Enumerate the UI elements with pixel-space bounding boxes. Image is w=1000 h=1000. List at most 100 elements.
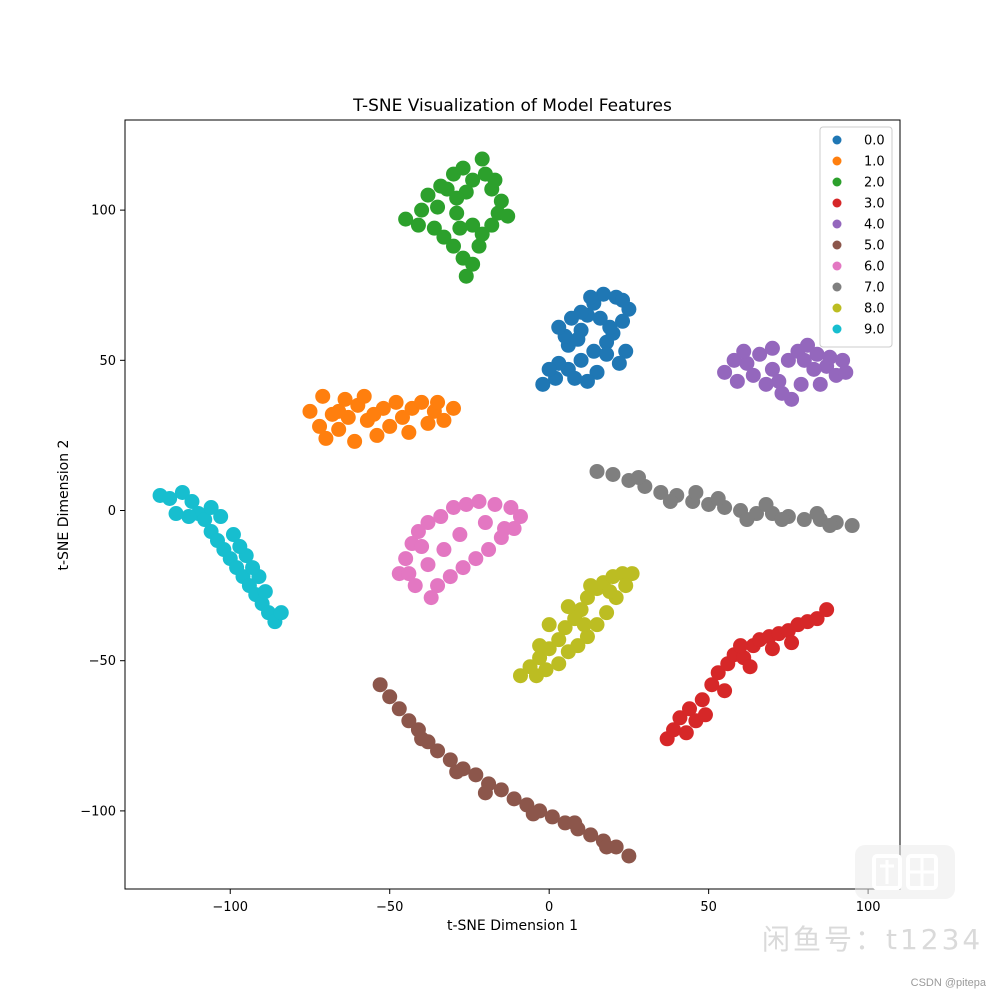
point-9.0-27 bbox=[245, 560, 261, 576]
point-3.0-1 bbox=[666, 722, 682, 738]
y-tick-label: 50 bbox=[99, 354, 116, 369]
point-2.0-30 bbox=[449, 205, 465, 221]
point-0.0-23 bbox=[602, 319, 618, 335]
point-8.0-23 bbox=[528, 668, 544, 684]
point-0.0-9 bbox=[589, 364, 605, 380]
point-1.0-13 bbox=[436, 412, 452, 428]
point-8.0-20 bbox=[560, 644, 576, 660]
point-4.0-23 bbox=[764, 340, 780, 356]
point-8.0-21 bbox=[551, 656, 567, 672]
point-8.0-7 bbox=[573, 602, 589, 618]
point-8.0-16 bbox=[599, 605, 615, 621]
x-tick-label: −100 bbox=[212, 900, 248, 915]
series-5.0 bbox=[372, 677, 637, 864]
x-tick-label: 100 bbox=[856, 900, 881, 915]
point-1.0-1 bbox=[312, 418, 328, 434]
point-8.0-27 bbox=[602, 584, 618, 600]
point-4.0-9 bbox=[809, 346, 825, 362]
point-4.0-21 bbox=[812, 376, 828, 392]
point-0.0-0 bbox=[535, 376, 551, 392]
point-3.0-26 bbox=[733, 638, 749, 654]
point-7.0-22 bbox=[630, 469, 646, 485]
point-2.0-11 bbox=[484, 217, 500, 233]
legend-label-7.0: 7.0 bbox=[864, 281, 885, 296]
point-7.0-19 bbox=[739, 512, 755, 528]
point-8.0-17 bbox=[589, 617, 605, 633]
point-6.0-21 bbox=[401, 566, 417, 582]
legend-marker-6.0 bbox=[832, 261, 842, 271]
point-8.0-14 bbox=[618, 578, 634, 594]
point-0.0-7 bbox=[618, 343, 634, 359]
point-2.0-17 bbox=[474, 151, 490, 167]
legend-marker-7.0 bbox=[832, 282, 842, 292]
point-4.0-6 bbox=[780, 352, 796, 368]
point-7.0-4 bbox=[653, 484, 669, 500]
point-4.0-2 bbox=[739, 355, 755, 371]
point-2.0-10 bbox=[474, 226, 490, 242]
point-2.0-5 bbox=[445, 238, 461, 254]
point-9.0-7 bbox=[197, 512, 213, 528]
point-5.0-22 bbox=[449, 764, 465, 780]
legend-label-6.0: 6.0 bbox=[864, 260, 885, 275]
point-7.0-18 bbox=[710, 490, 726, 506]
point-1.0-8 bbox=[382, 418, 398, 434]
point-2.0-0 bbox=[398, 211, 414, 227]
point-8.0-18 bbox=[579, 629, 595, 645]
point-2.0-26 bbox=[452, 220, 468, 236]
point-5.0-6 bbox=[430, 743, 446, 759]
point-5.0-25 bbox=[525, 806, 541, 822]
point-6.0-14 bbox=[481, 542, 497, 558]
point-5.0-23 bbox=[414, 731, 430, 747]
point-2.0-23 bbox=[455, 160, 471, 176]
point-0.0-25 bbox=[583, 289, 599, 305]
point-5.0-3 bbox=[401, 713, 417, 729]
point-4.0-24 bbox=[736, 343, 752, 359]
point-1.0-25 bbox=[366, 406, 382, 422]
credit-text: CSDN @pitepa bbox=[910, 977, 986, 989]
point-5.0-2 bbox=[391, 701, 407, 717]
point-5.0-18 bbox=[583, 827, 599, 843]
point-0.0-8 bbox=[611, 355, 627, 371]
legend-label-5.0: 5.0 bbox=[864, 239, 885, 254]
point-4.0-17 bbox=[774, 385, 790, 401]
point-9.0-23 bbox=[213, 509, 229, 525]
point-4.0-18 bbox=[758, 376, 774, 392]
point-9.0-1 bbox=[162, 490, 178, 506]
point-0.0-26 bbox=[551, 319, 567, 335]
point-5.0-11 bbox=[493, 782, 509, 798]
series-0.0 bbox=[535, 286, 637, 392]
point-6.0-3 bbox=[410, 524, 426, 540]
point-3.0-23 bbox=[697, 707, 713, 723]
point-3.0-3 bbox=[682, 701, 698, 717]
legend-marker-3.0 bbox=[832, 198, 842, 208]
fish-shop-icon-glyph bbox=[872, 854, 938, 890]
point-1.0-7 bbox=[369, 427, 385, 443]
point-8.0-2 bbox=[532, 650, 548, 666]
point-9.0-6 bbox=[168, 506, 184, 522]
point-1.0-11 bbox=[414, 394, 430, 410]
legend-label-0.0: 0.0 bbox=[864, 134, 885, 149]
point-0.0-30 bbox=[579, 373, 595, 389]
point-6.0-5 bbox=[433, 509, 449, 525]
legend-label-1.0: 1.0 bbox=[864, 155, 885, 170]
point-3.0-24 bbox=[678, 725, 694, 741]
legend-marker-9.0 bbox=[832, 324, 842, 334]
point-1.0-18 bbox=[356, 388, 372, 404]
point-4.0-1 bbox=[729, 373, 745, 389]
point-1.0-22 bbox=[388, 394, 404, 410]
point-4.0-14 bbox=[806, 361, 822, 377]
y-tick-label: 0 bbox=[108, 504, 116, 519]
plot-frame bbox=[124, 119, 901, 890]
point-1.0-21 bbox=[347, 433, 363, 449]
point-7.0-0 bbox=[589, 463, 605, 479]
scatter-layer bbox=[152, 151, 860, 864]
x-axis-label: t-SNE Dimension 1 bbox=[447, 918, 578, 934]
point-9.0-22 bbox=[225, 527, 241, 543]
point-0.0-10 bbox=[567, 370, 583, 386]
x-tick-label: 50 bbox=[700, 900, 717, 915]
point-9.0-19 bbox=[273, 605, 289, 621]
point-4.0-0 bbox=[717, 364, 733, 380]
watermark-text: 闲鱼号：t1234 bbox=[762, 923, 984, 956]
chart-title: T-SNE Visualization of Model Features bbox=[352, 96, 672, 116]
point-4.0-19 bbox=[745, 367, 761, 383]
